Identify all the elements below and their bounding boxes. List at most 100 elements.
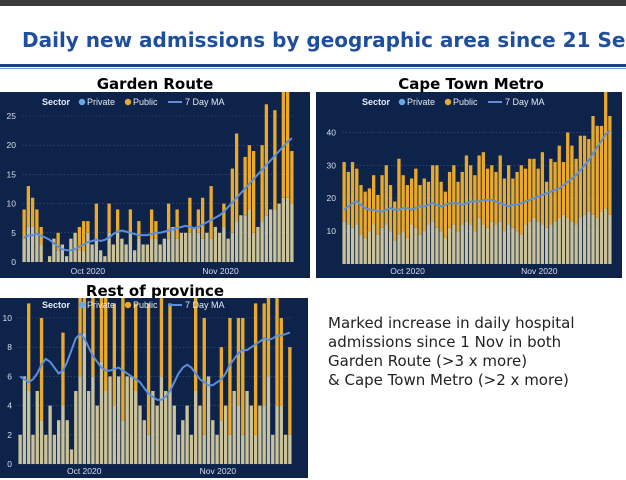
- bar-private: [595, 217, 599, 264]
- bar-private: [494, 224, 498, 264]
- legend-private-label: Private: [87, 97, 115, 107]
- bar-private: [154, 238, 158, 262]
- bar-private: [151, 391, 155, 464]
- bar-public: [281, 92, 286, 198]
- legend-private-dot: [78, 301, 86, 309]
- bar-private: [234, 221, 239, 262]
- bar-private: [241, 434, 245, 464]
- commentary-text: Marked increase in daily hospital admiss…: [328, 314, 618, 390]
- bar-public: [81, 221, 86, 251]
- slide-title: Daily new admissions by geographic area …: [22, 28, 626, 52]
- bar-public: [137, 221, 141, 239]
- bar-private: [112, 405, 116, 464]
- bar-private: [65, 420, 69, 464]
- legend-ma-label: 7 Day MA: [505, 97, 545, 107]
- bar-private: [192, 226, 196, 262]
- bar-private: [540, 224, 545, 264]
- bar-public: [566, 132, 570, 218]
- bar-private: [490, 221, 494, 264]
- line-7-day-ma: [343, 130, 611, 213]
- y-tick-label: 10: [7, 199, 17, 209]
- bar-public: [30, 197, 35, 227]
- bar-public: [443, 191, 448, 238]
- bar-private: [273, 209, 277, 262]
- bar-public: [376, 194, 380, 235]
- bar-public: [469, 165, 473, 225]
- bar-private: [64, 256, 69, 262]
- bar-private: [81, 250, 86, 262]
- bar-private: [523, 224, 528, 264]
- legend-title: Sector: [42, 300, 71, 310]
- bar-private: [47, 256, 52, 262]
- bar-private: [587, 211, 591, 264]
- bar-private: [91, 376, 95, 464]
- bar-private: [511, 227, 515, 264]
- bar-private: [115, 232, 120, 262]
- bar-private: [22, 376, 27, 464]
- bar-private: [145, 244, 150, 262]
- bar-public: [342, 162, 346, 222]
- bar-public: [401, 175, 405, 232]
- legend-title: Sector: [42, 97, 71, 107]
- y-tick-label: 0: [11, 257, 16, 267]
- bar-private: [35, 391, 39, 464]
- bar-private: [171, 226, 175, 262]
- bar-public: [275, 298, 279, 406]
- bar-private: [146, 434, 151, 464]
- bar-private: [183, 232, 188, 262]
- bar-private: [290, 203, 294, 262]
- bar-private: [26, 226, 31, 262]
- bar-private: [397, 234, 401, 264]
- bar-private: [213, 226, 218, 262]
- bar-public: [194, 298, 198, 391]
- bar-private: [561, 214, 566, 264]
- bar-private: [159, 376, 164, 464]
- bar-public: [587, 139, 591, 212]
- bar-public: [78, 298, 82, 377]
- bar-private: [39, 244, 43, 262]
- bar-private: [266, 376, 271, 464]
- bar-private: [469, 224, 473, 264]
- bar-private: [121, 420, 125, 464]
- bar-private: [142, 420, 146, 464]
- y-tick-label: 20: [7, 140, 17, 150]
- bar-private: [44, 434, 48, 464]
- bar-private: [77, 250, 82, 262]
- bar-public: [247, 145, 252, 210]
- bar-private: [230, 232, 235, 262]
- bar-private: [69, 449, 74, 464]
- bar-private: [271, 434, 275, 464]
- bar-public: [574, 158, 578, 225]
- bar-private: [502, 231, 507, 264]
- bar-public: [494, 171, 498, 225]
- bar-private: [414, 227, 418, 264]
- bar-public: [112, 303, 116, 406]
- bar-private: [281, 197, 286, 262]
- bar-public: [553, 162, 557, 222]
- bar-public: [149, 209, 154, 239]
- bar-public: [582, 135, 587, 215]
- bar-public: [273, 110, 277, 210]
- bar-private: [217, 232, 222, 262]
- bar-private: [285, 197, 290, 262]
- bar-private: [74, 391, 78, 464]
- bar-private: [544, 227, 549, 264]
- bar-private: [98, 250, 103, 262]
- bar-private: [498, 221, 502, 264]
- bar-private: [132, 250, 137, 262]
- x-tick-label: Oct 2020: [390, 266, 425, 276]
- commentary-line: Garden Route (>3 x more): [328, 352, 528, 370]
- bar-private: [209, 238, 213, 262]
- bar-private: [371, 224, 376, 264]
- bar-private: [418, 234, 422, 264]
- bar-private: [78, 376, 82, 464]
- bar-public: [22, 209, 26, 239]
- bar-private: [107, 232, 111, 262]
- bar-public: [350, 162, 355, 228]
- bar-private: [367, 231, 372, 264]
- bar-private: [194, 391, 198, 464]
- chart-rest-of-province: 0 2 4 6 8 10 Oct 2020 Nov 2020 Sector Private Publ…: [0, 298, 308, 478]
- bar-private: [141, 244, 145, 262]
- bar-public: [91, 298, 95, 377]
- bar-public: [380, 175, 384, 228]
